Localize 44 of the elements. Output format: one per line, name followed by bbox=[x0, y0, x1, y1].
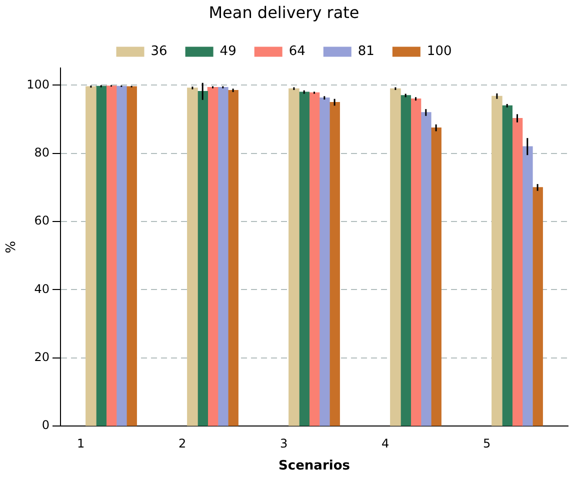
bar bbox=[96, 86, 107, 426]
bar bbox=[532, 187, 543, 426]
y-tick-label: 100 bbox=[26, 77, 50, 92]
bar bbox=[228, 90, 238, 426]
x-tick-label: 1 bbox=[76, 436, 85, 450]
x-axis-title: Scenarios bbox=[278, 458, 350, 474]
bar bbox=[187, 88, 198, 426]
bar bbox=[308, 92, 320, 426]
x-tick-label: 4 bbox=[381, 436, 390, 450]
bar bbox=[288, 88, 300, 426]
bar bbox=[329, 102, 340, 426]
bar bbox=[218, 86, 228, 426]
bar bbox=[197, 91, 208, 426]
bar bbox=[502, 105, 513, 426]
bar bbox=[106, 86, 117, 426]
y-tick-label: 20 bbox=[34, 350, 50, 364]
bar bbox=[116, 86, 127, 426]
bar bbox=[410, 98, 422, 426]
bar bbox=[492, 96, 502, 426]
bar bbox=[298, 92, 310, 426]
legend-label: 64 bbox=[288, 44, 306, 60]
bar bbox=[522, 146, 533, 426]
y-tick-label: 60 bbox=[34, 214, 50, 228]
bar bbox=[400, 95, 412, 426]
bar bbox=[420, 112, 432, 426]
chart-title: Mean delivery rate bbox=[208, 2, 360, 22]
bar bbox=[512, 118, 523, 426]
x-tick-label: 5 bbox=[482, 436, 491, 450]
legend-label: 81 bbox=[358, 44, 374, 60]
x-tick-label: 2 bbox=[178, 436, 186, 450]
legend-label: 49 bbox=[220, 44, 236, 60]
legend-label: 100 bbox=[426, 44, 452, 60]
legend-label: 36 bbox=[150, 44, 168, 60]
bar bbox=[126, 86, 137, 426]
y-tick-label: 0 bbox=[42, 418, 50, 432]
x-tick-label: 3 bbox=[280, 436, 288, 450]
y-tick-label: 40 bbox=[34, 282, 50, 296]
bar bbox=[318, 98, 330, 426]
bar bbox=[86, 86, 96, 426]
y-axis-title: % bbox=[4, 240, 20, 254]
bar bbox=[430, 128, 442, 426]
y-tick-label: 80 bbox=[34, 146, 50, 160]
bar bbox=[390, 88, 401, 426]
bar bbox=[207, 86, 218, 426]
